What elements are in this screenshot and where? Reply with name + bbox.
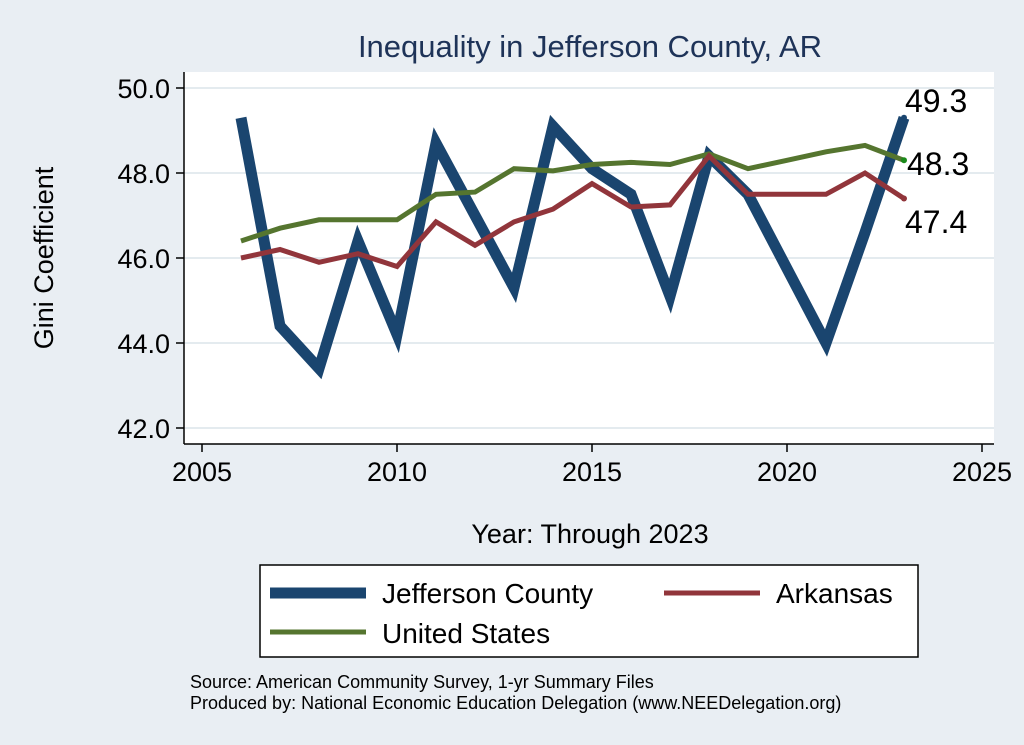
series-lines bbox=[235, 114, 910, 380]
end-label-arkansas: 47.4 bbox=[905, 204, 967, 240]
x-axis-title: Year: Through 2023 bbox=[471, 519, 708, 549]
series-arkansas bbox=[240, 152, 906, 270]
source-note: Source: American Community Survey, 1-yr … bbox=[190, 672, 654, 692]
legend-box bbox=[259, 564, 919, 658]
end-label-jefferson-county: 49.3 bbox=[905, 83, 967, 119]
end-label-united-states: 48.3 bbox=[907, 146, 969, 182]
y-tick-label: 46.0 bbox=[117, 244, 170, 274]
legend-label-jefferson-county: Jefferson County bbox=[382, 578, 593, 609]
y-axis-title: Gini Coefficient bbox=[29, 166, 59, 349]
chart-title: Inequality in Jefferson County, AR bbox=[358, 29, 822, 64]
x-tick-label: 2020 bbox=[757, 457, 817, 487]
x-tick-label: 2025 bbox=[952, 457, 1012, 487]
y-tick-label: 50.0 bbox=[117, 74, 170, 104]
y-tick-label: 44.0 bbox=[117, 329, 170, 359]
axes: 42.0 44.0 46.0 48.0 50.0 2005 2010 2015 2020 2025 bbox=[117, 72, 1012, 487]
x-tick-label: 2015 bbox=[562, 457, 622, 487]
end-marker bbox=[901, 157, 907, 164]
series-jefferson-county bbox=[235, 114, 910, 380]
x-tick-label: 2010 bbox=[367, 457, 427, 487]
x-tick-label: 2005 bbox=[172, 457, 232, 487]
legend-label-united-states: United States bbox=[382, 618, 550, 649]
end-marker bbox=[901, 195, 907, 202]
series-united-states bbox=[240, 142, 905, 244]
legend: Jefferson County Arkansas United States bbox=[259, 564, 919, 658]
end-labels: 49.3 47.4 48.3 bbox=[901, 83, 969, 240]
y-tick-label: 42.0 bbox=[117, 414, 170, 444]
y-tick-label: 48.0 bbox=[117, 159, 170, 189]
end-marker bbox=[901, 114, 907, 121]
legend-label-arkansas: Arkansas bbox=[776, 578, 893, 609]
producer-note: Produced by: National Economic Education… bbox=[190, 693, 841, 713]
